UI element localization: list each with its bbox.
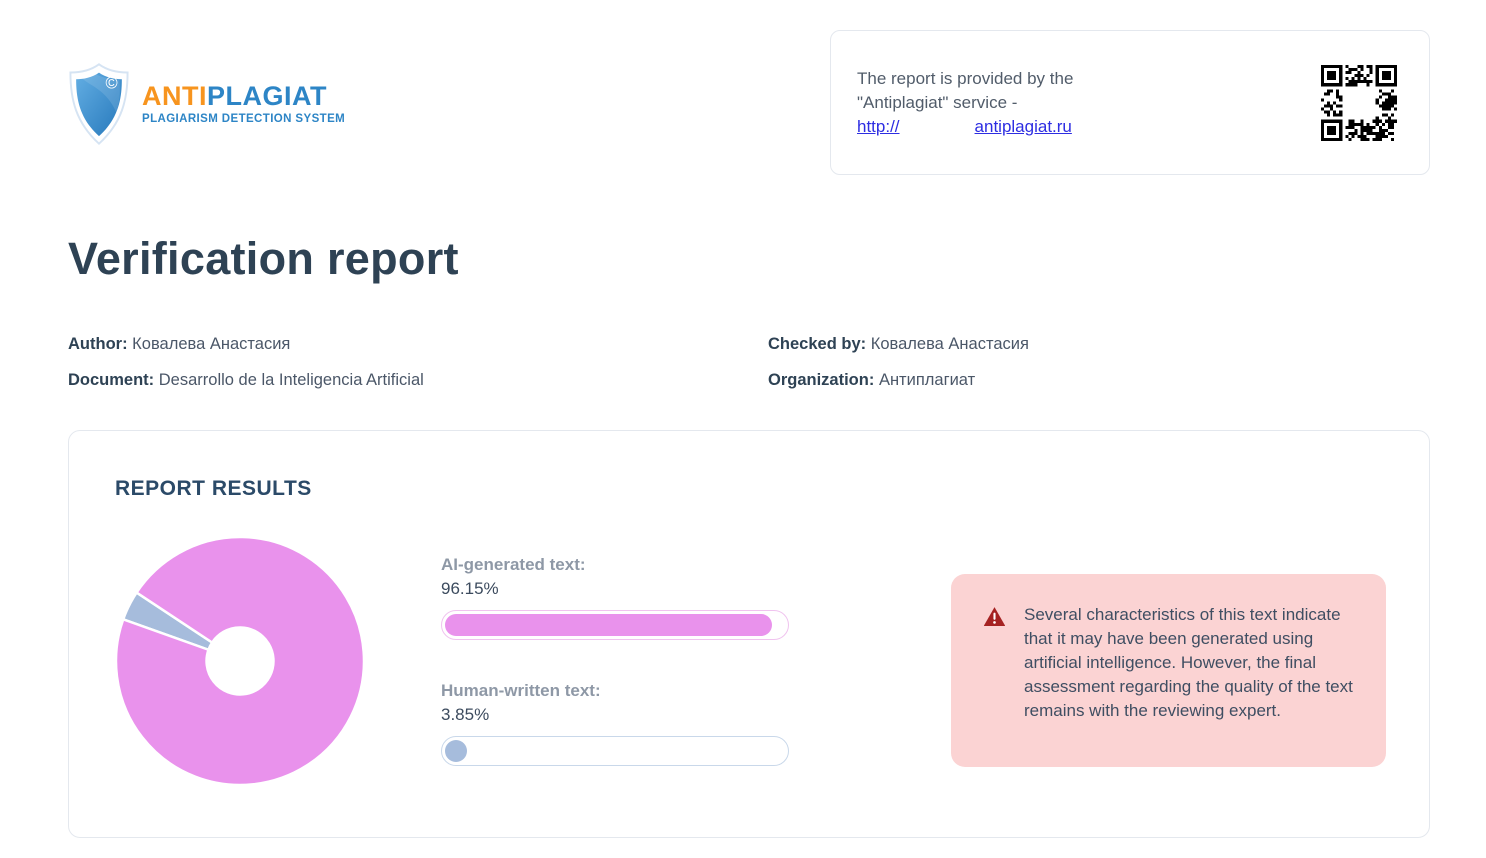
service-link-domain[interactable]: antiplagiat.ru <box>974 116 1072 136</box>
percentage-bars: AI-generated text: 96.15% Human-written … <box>441 553 789 766</box>
ai-generated-label: AI-generated text: <box>441 555 586 574</box>
report-results-card: REPORT RESULTS AI-generated text: 96.15%… <box>68 430 1430 838</box>
checked-by-label: Checked by: <box>768 335 867 353</box>
human-written-group: Human-written text: 3.85% <box>441 679 789 766</box>
logo-subtitle: PLAGIARISM DETECTION SYSTEM <box>142 113 346 125</box>
human-written-label: Human-written text: <box>441 681 601 700</box>
ai-warning-callout: Several characteristics of this text ind… <box>951 574 1386 767</box>
ai-generated-progressbar <box>441 610 789 640</box>
document-label: Document: <box>68 371 155 389</box>
meta-author: Author: Ковалева Анастасия <box>68 335 768 353</box>
human-written-value: 3.85% <box>441 705 490 724</box>
donut-slice-ai-generated-text <box>115 536 365 786</box>
ai-human-donut-chart <box>115 536 365 786</box>
page-header: © ANTIPLAGIAT PLAGIARISM DETECTION SYSTE… <box>0 0 1486 175</box>
warning-text: Several characteristics of this text ind… <box>1024 605 1353 720</box>
service-link-prefix[interactable]: http:// <box>857 116 900 136</box>
antiplagiat-logo: © ANTIPLAGIAT PLAGIARISM DETECTION SYSTE… <box>68 62 345 146</box>
document-value: Desarrollo de la Inteligencia Artificial <box>158 371 424 389</box>
provider-text: The report is provided by the "Antiplagi… <box>857 67 1073 139</box>
logo-title-plagiat: PLAGIAT <box>207 81 327 111</box>
provider-link-line: http:// antiplagiat.ru <box>857 115 1073 139</box>
meta-checked-by: Checked by: Ковалева Анастасия <box>768 335 1430 353</box>
shield-logo-icon: © <box>69 63 129 146</box>
author-label: Author: <box>68 335 128 353</box>
organization-value: Антиплагиат <box>878 371 976 389</box>
provider-line-1: The report is provided by the <box>857 68 1074 88</box>
meta-document: Document: Desarrollo de la Inteligencia … <box>68 371 768 389</box>
author-value: Ковалева Анастасия <box>132 335 291 353</box>
provider-info-card: The report is provided by the "Antiplagi… <box>830 30 1430 175</box>
logo-title: ANTIPLAGIAT <box>142 83 345 110</box>
checked-by-value: Ковалева Анастасия <box>870 335 1029 353</box>
human-written-progressbar <box>441 736 789 766</box>
page-title: Verification report <box>68 233 459 284</box>
document-meta: Author: Ковалева Анастасия Checked by: К… <box>68 335 1430 389</box>
report-results-title: REPORT RESULTS <box>115 477 312 500</box>
logo-title-anti: ANTI <box>142 81 207 111</box>
meta-organization: Organization: Антиплагиат <box>768 371 1430 389</box>
ai-generated-group: AI-generated text: 96.15% <box>441 553 789 640</box>
provider-line-2: "Antiplagiat" service - <box>857 92 1018 112</box>
logo-wordmark: ANTIPLAGIAT PLAGIARISM DETECTION SYSTEM <box>142 83 346 126</box>
organization-label: Organization: <box>768 371 875 389</box>
qr-code-icon <box>1321 64 1397 141</box>
ai-generated-progress-fill <box>445 614 772 636</box>
ai-generated-value: 96.15% <box>441 579 499 598</box>
copyright-symbol: © <box>106 75 118 93</box>
warning-triangle-icon <box>983 607 1006 627</box>
human-written-progress-fill <box>445 740 467 762</box>
